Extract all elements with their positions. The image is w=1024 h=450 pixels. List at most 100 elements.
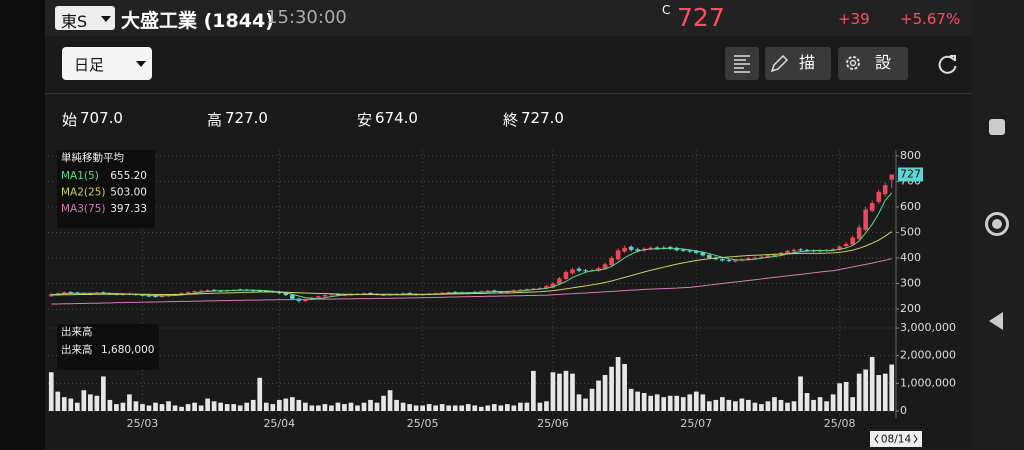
volume-bar: [563, 370, 569, 411]
volume-bar: [648, 395, 654, 411]
volume-bar: [615, 357, 621, 411]
ohlc-value: 674.0: [375, 109, 418, 127]
candle-body: [361, 293, 367, 295]
candle-body: [654, 247, 660, 249]
volume-bar: [785, 402, 790, 411]
candle-body: [817, 250, 823, 252]
volume-bar: [159, 404, 165, 411]
candle-body: [68, 291, 74, 293]
volume-bar: [237, 405, 243, 411]
y-tick-label: 0: [900, 404, 907, 417]
volume-bar: [61, 397, 67, 411]
x-tick-label: 25/07: [680, 417, 712, 430]
candle-body: [283, 292, 289, 296]
candle-body: [759, 256, 764, 258]
volume-bar: [153, 402, 158, 411]
cursor-label: 08/14: [881, 434, 912, 446]
volume-bar: [68, 398, 74, 411]
volume-bar: [713, 399, 719, 411]
volume-bar: [224, 404, 230, 411]
candle-body: [576, 268, 582, 271]
candle-body: [680, 249, 686, 251]
volume-bar: [179, 406, 184, 411]
volume-bar: [596, 380, 601, 411]
gear-icon: [846, 56, 860, 70]
legend-value: 503.00: [110, 187, 147, 199]
candle-body: [205, 290, 210, 292]
volume-bar: [850, 397, 855, 411]
volume-bar: [856, 373, 862, 411]
candle-body: [198, 290, 204, 292]
candle-body: [648, 247, 653, 250]
candle-body: [524, 289, 530, 291]
volume-bar: [882, 373, 888, 411]
candle-body: [615, 250, 621, 260]
volume-bar: [889, 364, 895, 411]
volume-bar: [811, 399, 816, 411]
candle-body: [277, 291, 282, 294]
candle-body: [185, 292, 191, 294]
volume-bar: [719, 397, 725, 411]
settings-button[interactable]: 設定: [838, 47, 908, 80]
volume-bar: [368, 399, 373, 411]
volume-bar: [628, 388, 634, 411]
ohlc-value: 727.0: [225, 109, 268, 127]
volume-bar: [107, 399, 113, 411]
volume-bar: [296, 399, 302, 411]
volume-bar: [876, 375, 882, 411]
legend-name: 出来高: [61, 343, 93, 356]
volume-bar: [361, 402, 367, 411]
home-button[interactable]: [985, 212, 1009, 236]
volume-bar: [511, 405, 517, 411]
volume-bar: [706, 401, 712, 411]
volume-bar: [257, 377, 263, 411]
recent-button[interactable]: [989, 119, 1005, 135]
candle-body: [746, 258, 751, 260]
ohlc-value: 727.0: [521, 109, 564, 127]
candle-body: [557, 278, 562, 285]
volume-bar: [420, 405, 425, 411]
nav-bar: [972, 0, 1024, 450]
candle-body: [192, 291, 197, 293]
x-tick-label: 25/03: [127, 417, 159, 430]
pencil-icon: [770, 54, 789, 73]
volume-bar: [289, 397, 295, 411]
candle-body: [837, 246, 842, 250]
price-tag-label: 727: [900, 168, 921, 181]
legend-box: [57, 150, 155, 228]
list-button[interactable]: [725, 47, 759, 80]
volume-bar: [576, 394, 582, 411]
candle-body: [798, 249, 803, 251]
legend-name: MA2(25): [61, 187, 105, 199]
back-button[interactable]: [989, 312, 1003, 330]
y-tick-label: 800: [900, 149, 921, 162]
period: 日足: [74, 56, 105, 74]
candle-body: [856, 227, 862, 239]
volume-bar: [817, 397, 823, 411]
refresh-button[interactable]: [936, 52, 960, 76]
volume-bar: [765, 401, 771, 411]
ohlc-label: 終: [503, 111, 519, 129]
volume-bar: [609, 366, 614, 411]
candle-body: [550, 283, 556, 288]
volume-bar: [244, 402, 250, 411]
candle-body: [804, 249, 810, 251]
volume-bar: [465, 404, 471, 411]
volume-bar: [316, 405, 321, 411]
volume-bar: [94, 395, 100, 411]
volume-bar: [387, 390, 393, 411]
divider: [45, 93, 972, 94]
candle-body: [153, 296, 158, 298]
ohlc-label: 始: [62, 111, 78, 129]
draw-button[interactable]: 描画: [765, 47, 831, 80]
ohlc-label: 安: [357, 111, 373, 129]
volume-bar: [641, 393, 647, 411]
market: 東S: [61, 12, 88, 31]
volume-bar: [400, 402, 406, 411]
candle-body: [694, 251, 699, 253]
price-tag: [898, 167, 923, 182]
settings-label: 設定: [875, 53, 894, 80]
candle-body: [570, 269, 575, 274]
ma-line: [51, 192, 893, 300]
volume-bar: [791, 401, 797, 411]
